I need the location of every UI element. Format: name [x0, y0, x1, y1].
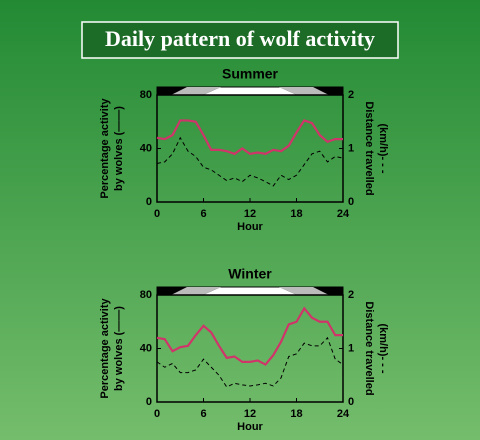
panel-title: Winter [228, 266, 272, 282]
y-tick-label: 0 [146, 196, 152, 208]
x-tick-label: 24 [337, 208, 350, 220]
distance-line [156, 336, 344, 388]
distance-line [156, 136, 344, 187]
y-tick-label: 40 [140, 342, 152, 354]
x-axis-label: Hour [237, 421, 263, 433]
y2-axis-label: (km/h)- - - [377, 123, 389, 173]
x-axis-label: Hour [237, 221, 263, 233]
x-tick-label: 24 [337, 408, 350, 420]
title-box [81, 21, 399, 59]
x-tick-label: 0 [154, 208, 160, 220]
y-axis-label: by wolves (——) [113, 106, 125, 191]
x-tick-label: 18 [290, 208, 302, 220]
y2-tick-label: 0 [348, 396, 354, 408]
y2-tick-label: 0 [348, 196, 354, 208]
panel-title: Summer [222, 66, 279, 82]
y2-axis-label: Distance travelled [363, 101, 375, 195]
x-tick-label: 0 [154, 408, 160, 420]
dusk-right [279, 87, 329, 95]
y-axis-label: Percentage activity [99, 297, 111, 398]
y-tick-label: 0 [146, 396, 152, 408]
y-axis-label: by wolves (——) [113, 306, 125, 391]
y2-tick-label: 1 [348, 142, 354, 154]
page-title: Daily pattern of wolf activity [105, 26, 375, 51]
dusk-left [171, 87, 221, 95]
y2-axis-label: Distance travelled [363, 301, 375, 395]
x-tick-label: 18 [290, 408, 302, 420]
y2-tick-label: 2 [348, 289, 354, 301]
x-tick-label: 12 [244, 208, 256, 220]
y2-tick-label: 1 [348, 342, 354, 354]
activity-line [156, 306, 343, 366]
dusk-right [279, 287, 329, 295]
activity-line [156, 119, 343, 156]
y2-tick-label: 2 [348, 89, 354, 101]
y-axis-label: Percentage activity [99, 97, 111, 198]
y-tick-label: 80 [140, 289, 152, 301]
y-tick-label: 40 [140, 142, 152, 154]
y-tick-label: 80 [140, 89, 152, 101]
x-tick-label: 6 [200, 208, 206, 220]
x-tick-label: 6 [200, 408, 206, 420]
dusk-left [171, 287, 221, 295]
y2-axis-label: (km/h)- - - [377, 323, 389, 373]
x-tick-label: 12 [244, 408, 256, 420]
